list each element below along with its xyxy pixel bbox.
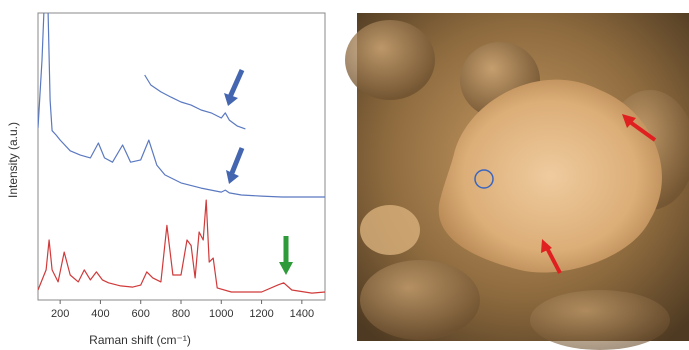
y-axis-label: Intensity (a.u.) [6, 122, 20, 198]
x-axis-label: Raman shift (cm⁻¹) [89, 333, 191, 347]
spectrum-line [144, 74, 246, 130]
x-tick-label: 1200 [249, 308, 273, 320]
arrows [224, 68, 293, 275]
x-tick-label: 400 [91, 308, 109, 320]
plot-area [38, 13, 325, 294]
spectrum-line [38, 199, 325, 294]
x-tick-label: 200 [51, 308, 69, 320]
x-tick-label: 1000 [209, 308, 233, 320]
x-tick-label: 800 [172, 308, 190, 320]
plot-frame [37, 12, 326, 301]
micrograph [345, 13, 689, 350]
spectrum-line [38, 13, 325, 198]
x-tick-label: 600 [132, 308, 150, 320]
x-tick-label: 1400 [290, 308, 314, 320]
